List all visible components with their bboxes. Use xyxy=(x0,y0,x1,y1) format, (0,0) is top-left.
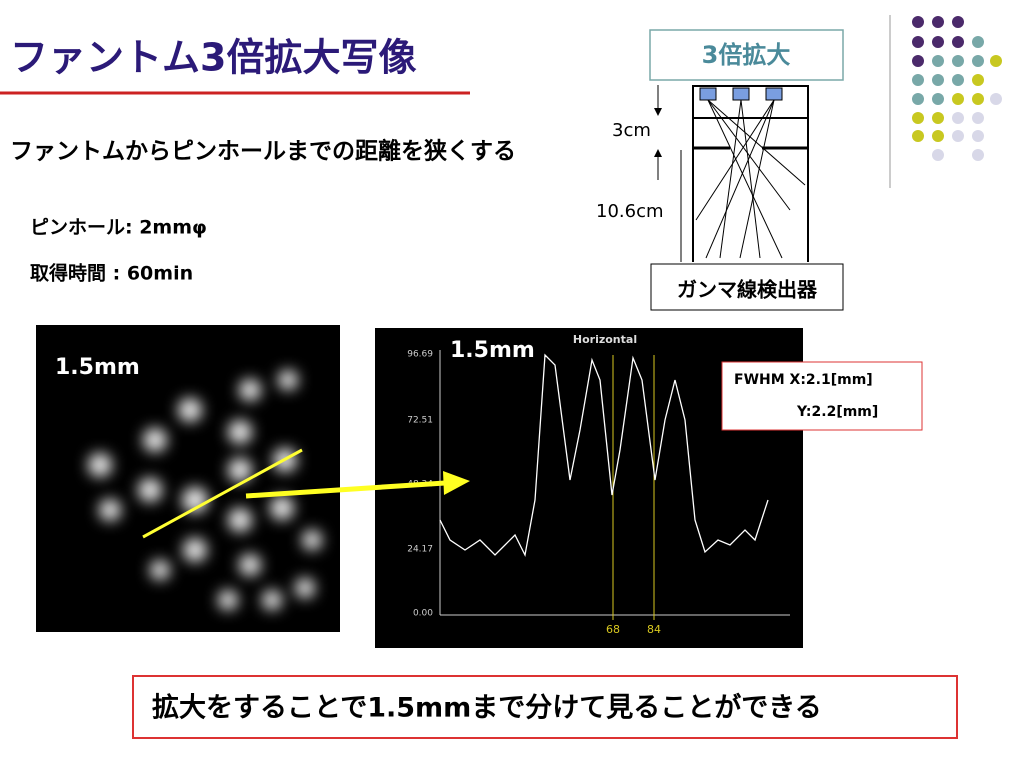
image-label: 1.5mm xyxy=(55,355,140,380)
distance-label: 10.6cm xyxy=(596,201,664,222)
conclusion-box xyxy=(132,675,958,739)
fwhm-text: FWHM X:2.1[mm] xyxy=(734,372,873,388)
decor-dots xyxy=(912,16,1002,161)
y-tick-label: 0.00 xyxy=(413,609,433,619)
y-tick-label: 96.69 xyxy=(407,350,433,360)
conclusion: 拡大をすることで1.5mmまで分けて見ることができる xyxy=(152,692,822,724)
diagram-label: 3倍拡大 xyxy=(702,41,791,69)
plot-label: 1.5mm xyxy=(450,338,535,363)
y-tick-label: 24.17 xyxy=(407,545,433,555)
title: ファントム3倍拡大写像 xyxy=(10,36,416,80)
x-mark-label: 68 xyxy=(606,623,620,636)
subtitle: ファントムからピンホールまでの距離を狭くする xyxy=(10,138,516,165)
distance-label: 3cm xyxy=(612,120,651,141)
profile-curve xyxy=(439,353,769,558)
arrow xyxy=(245,480,446,499)
arrow-head xyxy=(443,471,470,495)
param: ピンホール: 2mmφ xyxy=(30,217,207,239)
param: 取得時間 : 60min xyxy=(30,262,193,285)
detector-label: ガンマ線検出器 xyxy=(677,278,818,302)
diagram: 3倍拡大 3cm 10.6cm ガンマ線検出器 xyxy=(596,29,844,311)
plot-title: Horizontal xyxy=(573,333,637,346)
y-tick-label: 72.51 xyxy=(407,416,433,426)
fwhm-box xyxy=(721,361,923,431)
phantom-image: 1.5mm xyxy=(36,325,340,632)
fwhm-text: Y:2.2[mm] xyxy=(796,404,878,420)
x-mark-label: 84 xyxy=(647,623,661,636)
